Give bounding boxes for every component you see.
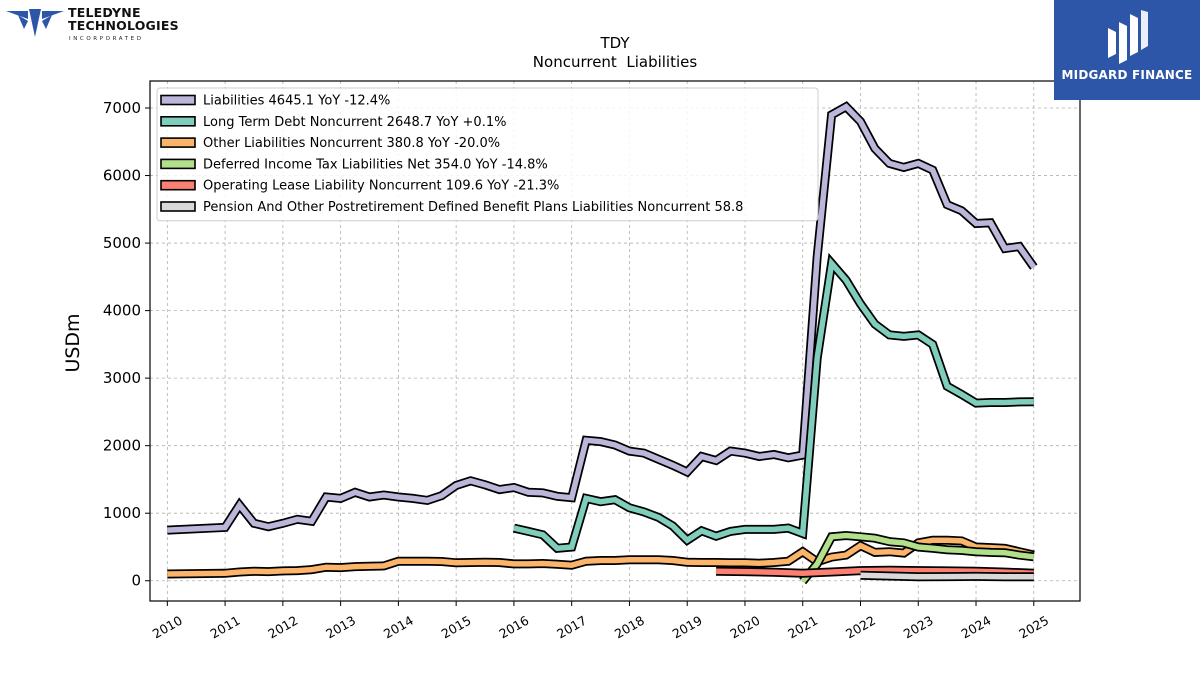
- x-tick-label: 2012: [265, 613, 300, 642]
- x-tick-label: 2016: [496, 613, 531, 642]
- x-tick-label: 2014: [381, 613, 416, 642]
- company-name-line1: TELEDYNE: [68, 5, 141, 20]
- midgard-mark-icon: [1108, 10, 1148, 64]
- series-line-stroke: [513, 256, 1034, 552]
- series-line-stroke: [167, 103, 1037, 533]
- company-tagline: INCORPORATED: [69, 36, 144, 42]
- legend-frame: [156, 87, 819, 222]
- series-line: [860, 570, 1034, 582]
- teledyne-logo-icon: [6, 9, 64, 37]
- legend-entry-label: Liabilities 4645.1 YoY -12.4%: [203, 94, 390, 109]
- y-tick-label: 7000: [103, 99, 141, 117]
- series-line-outline: [512, 252, 1034, 553]
- legend-entry-label: Operating Lease Liability Noncurrent 109…: [203, 179, 559, 194]
- company-name: TELEDYNE TECHNOLOGIES: [68, 6, 179, 32]
- legend-entry-label: Other Liabilities Noncurrent 380.8 YoY -…: [203, 136, 500, 151]
- y-tick-label: 0: [131, 572, 141, 590]
- legend-swatch: [160, 201, 196, 212]
- y-tick-label: 4000: [103, 302, 141, 320]
- chart-subtitle: Noncurrent Liabilities: [533, 53, 698, 71]
- series-line: [512, 252, 1034, 553]
- company-name-line2: TECHNOLOGIES: [68, 18, 179, 33]
- legend-swatch: [160, 116, 196, 127]
- y-tick-label: 2000: [103, 437, 141, 455]
- x-tick-label: 2019: [670, 613, 705, 642]
- legend-swatch: [160, 179, 196, 191]
- series-line-stroke: [716, 567, 1034, 577]
- plot-frame: [149, 80, 1081, 602]
- brand-name: MIDGARD FINANCE: [1061, 68, 1193, 82]
- legend-swatch: [160, 94, 196, 106]
- x-tick-label: 2013: [323, 613, 358, 642]
- legend-entry-label: Pension And Other Postretirement Defined…: [203, 200, 743, 215]
- series-line-stroke: [167, 537, 1035, 577]
- company-logo: TELEDYNE TECHNOLOGIES INCORPORATED: [6, 5, 179, 45]
- series-layer: [167, 101, 1038, 585]
- x-tick-label: 2018: [612, 613, 647, 642]
- x-tick-label: 2022: [843, 613, 878, 642]
- series-line-stroke: [800, 532, 1035, 584]
- legend-swatch: [160, 137, 196, 148]
- y-tick-label: 6000: [103, 167, 141, 185]
- brand-badge: MIDGARD FINANCE: [1054, 0, 1200, 100]
- legend-entry-label: Long Term Debt Noncurrent 2648.7 YoY +0.…: [203, 115, 506, 130]
- legend-swatch: [160, 158, 196, 170]
- legend: Liabilities 4645.1 YoY -12.4% Long Term D…: [156, 87, 819, 222]
- x-tick-label: 2011: [208, 613, 243, 642]
- y-tick-label: 1000: [103, 504, 141, 522]
- series-line-stroke: [860, 572, 1034, 580]
- series-line: [167, 535, 1035, 579]
- x-tick-label: 2020: [727, 613, 762, 642]
- y-tick-label: 3000: [103, 369, 141, 387]
- x-tick-label: 2015: [439, 613, 474, 642]
- series-line: [716, 565, 1034, 578]
- y-axis-label: USDm: [62, 313, 84, 372]
- series-line: [799, 530, 1035, 585]
- x-tick-label: 2024: [958, 613, 993, 642]
- x-tick-label: 2017: [554, 613, 589, 642]
- x-tick-label: 2023: [901, 613, 936, 642]
- x-tick-label: 2010: [150, 613, 185, 642]
- chart-title: TDY: [599, 34, 630, 52]
- y-tick-label: 5000: [103, 234, 141, 252]
- x-tick-label: 2025: [1016, 613, 1051, 642]
- x-tick-label: 2021: [785, 613, 820, 642]
- legend-entry-label: Deferred Income Tax Liabilities Net 354.…: [203, 157, 548, 172]
- series-line: [167, 101, 1038, 535]
